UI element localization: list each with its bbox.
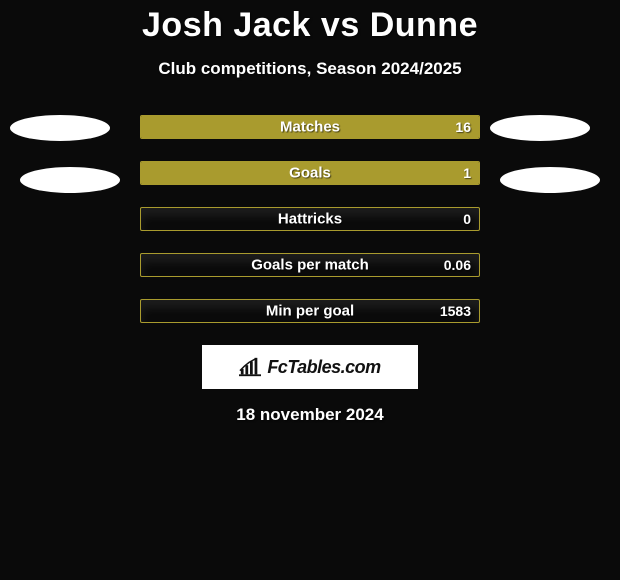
- stat-row-matches: Matches 16: [140, 115, 480, 139]
- brand-text: FcTables.com: [267, 357, 380, 378]
- stat-value-right: 16: [455, 119, 471, 135]
- compare-area: Matches 16 Goals 1 Hattricks 0: [0, 115, 620, 425]
- stat-value-right: 0.06: [444, 257, 471, 273]
- player2-oval-top: [490, 115, 590, 141]
- stat-label: Goals per match: [251, 257, 369, 274]
- date-text: 18 november 2024: [0, 405, 620, 425]
- player1-name: Josh Jack: [142, 6, 311, 44]
- stat-label: Hattricks: [278, 211, 342, 228]
- stat-row-goals: Goals 1: [140, 161, 480, 185]
- stats-list: Matches 16 Goals 1 Hattricks 0: [140, 115, 480, 323]
- stat-row-hattricks: Hattricks 0: [140, 207, 480, 231]
- stat-label: Matches: [280, 119, 340, 136]
- stat-row-min-per-goal: Min per goal 1583: [140, 299, 480, 323]
- player2-oval-mid: [500, 167, 600, 193]
- brand-badge: FcTables.com: [202, 345, 418, 389]
- bar-chart-icon: [239, 357, 261, 377]
- subtitle: Club competitions, Season 2024/2025: [0, 59, 620, 79]
- comparison-infographic: Josh Jack vs Dunne Club competitions, Se…: [0, 0, 620, 580]
- stat-value-right: 1: [463, 165, 471, 181]
- stat-label: Min per goal: [266, 303, 354, 320]
- vs-label: vs: [321, 6, 360, 44]
- stat-value-right: 1583: [440, 303, 471, 319]
- player1-oval-mid: [20, 167, 120, 193]
- player2-name: Dunne: [370, 6, 478, 44]
- stat-value-right: 0: [463, 211, 471, 227]
- stat-label: Goals: [289, 165, 331, 182]
- page-title: Josh Jack vs Dunne: [0, 6, 620, 45]
- stat-row-goals-per-match: Goals per match 0.06: [140, 253, 480, 277]
- player1-oval-top: [10, 115, 110, 141]
